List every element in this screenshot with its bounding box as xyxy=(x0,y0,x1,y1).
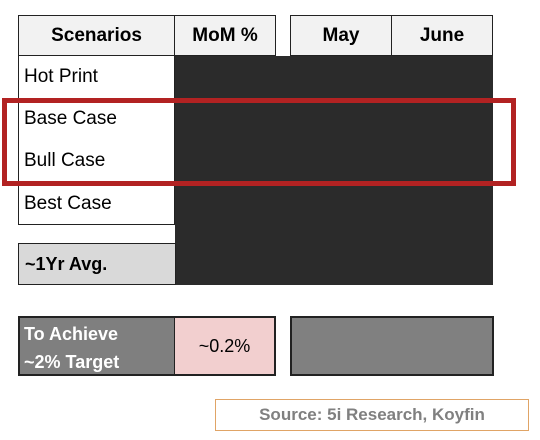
scenario-best-case: Best Case xyxy=(24,193,112,214)
scenario-base-case: Base Case xyxy=(24,108,117,129)
scenario-list xyxy=(18,55,175,225)
header-mom: MoM % xyxy=(174,15,276,56)
achieve-label: To Achieve ~2% Target xyxy=(18,316,176,376)
avg-label: ~1Yr Avg. xyxy=(18,243,176,285)
achieve-line-1: To Achieve xyxy=(24,324,119,344)
header-may: May xyxy=(290,15,392,56)
redacted-block xyxy=(175,56,493,285)
highlight-box xyxy=(2,98,516,186)
scenario-hot-print: Hot Print xyxy=(24,66,98,87)
source-note: Source: 5i Research, Koyfin xyxy=(215,399,529,431)
achieve-value: ~0.2% xyxy=(175,316,276,376)
achieve-line-2: ~2% Target xyxy=(24,352,120,372)
scenario-bull-case: Bull Case xyxy=(24,150,106,171)
header-scenarios: Scenarios xyxy=(18,15,175,56)
target-months-box xyxy=(290,316,494,376)
header-june: June xyxy=(391,15,493,56)
